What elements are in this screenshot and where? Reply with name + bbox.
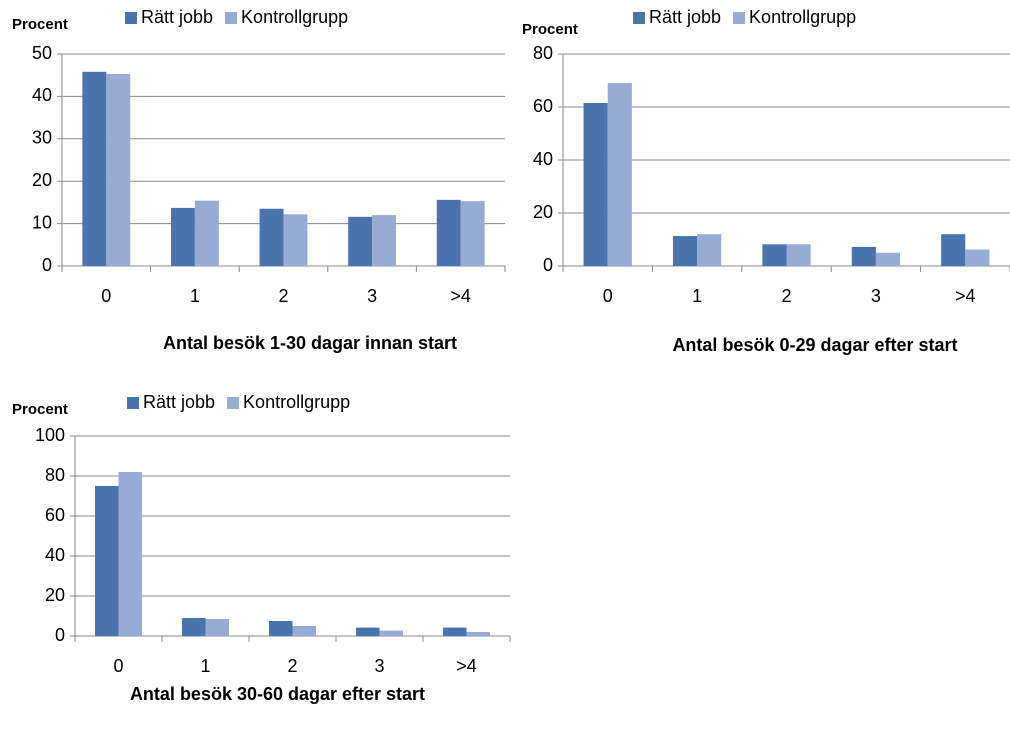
y-tick-label: 60 bbox=[45, 505, 65, 525]
x-tick-label: 0 bbox=[101, 286, 111, 306]
y-axis-label: Procent bbox=[522, 21, 578, 38]
y-axis-label: Procent bbox=[12, 401, 68, 418]
bar bbox=[460, 201, 485, 266]
y-tick-label: 0 bbox=[543, 255, 553, 275]
bar bbox=[672, 236, 698, 266]
legend-swatch bbox=[227, 397, 240, 409]
x-tick-label: 1 bbox=[190, 286, 200, 306]
bar bbox=[965, 249, 990, 266]
y-tick-label: 20 bbox=[32, 170, 52, 190]
y-tick-label: 40 bbox=[45, 545, 65, 565]
y-tick-label: 30 bbox=[32, 128, 52, 148]
y-tick-label: 50 bbox=[32, 43, 52, 63]
x-tick-label: 2 bbox=[781, 286, 791, 306]
y-tick-label: 20 bbox=[45, 585, 65, 605]
y-tick-label: 80 bbox=[45, 465, 65, 485]
legend-label: Kontrollgrupp bbox=[749, 7, 856, 27]
x-tick-label: 3 bbox=[374, 656, 384, 676]
y-tick-label: 10 bbox=[32, 212, 52, 232]
bar bbox=[348, 216, 373, 266]
y-tick-label: 80 bbox=[533, 43, 553, 63]
bar bbox=[941, 234, 966, 266]
y-tick-label: 60 bbox=[533, 96, 553, 116]
x-tick-label: 2 bbox=[287, 656, 297, 676]
bar bbox=[82, 71, 107, 266]
x-tick-label: 1 bbox=[692, 286, 702, 306]
bar bbox=[607, 83, 632, 267]
bar bbox=[466, 632, 490, 636]
legend-swatch bbox=[127, 397, 139, 409]
legend-label: Rätt jobb bbox=[143, 392, 215, 412]
bar bbox=[283, 214, 308, 266]
bar bbox=[875, 252, 901, 266]
x-tick-label: 1 bbox=[200, 656, 210, 676]
bar bbox=[118, 472, 142, 636]
legend-swatch bbox=[733, 12, 746, 24]
x-tick-label: 0 bbox=[113, 656, 123, 676]
legend-swatch bbox=[633, 12, 645, 24]
bar bbox=[443, 627, 467, 636]
x-tick-label: >4 bbox=[450, 286, 471, 306]
x-axis-label: Antal besök 1-30 dagar innan start bbox=[162, 333, 458, 353]
y-axis-label: Procent bbox=[12, 16, 68, 33]
y-tick-label: 40 bbox=[533, 149, 553, 169]
x-tick-label: 3 bbox=[367, 286, 377, 306]
bar bbox=[170, 207, 195, 266]
bar bbox=[356, 627, 380, 636]
legend-swatch bbox=[225, 12, 238, 24]
bar bbox=[106, 73, 131, 266]
bar bbox=[259, 208, 284, 266]
y-tick-label: 0 bbox=[42, 255, 52, 275]
bar bbox=[292, 626, 316, 636]
bar bbox=[762, 244, 787, 266]
x-axis-label: Antal besök 0-29 dagar efter start bbox=[672, 335, 958, 355]
x-tick-label: >4 bbox=[456, 656, 477, 676]
legend-label: Rätt jobb bbox=[649, 7, 721, 27]
x-tick-label: >4 bbox=[955, 286, 976, 306]
bar bbox=[436, 199, 461, 266]
legend-swatch bbox=[125, 12, 137, 24]
legend-label: Rätt jobb bbox=[141, 7, 213, 27]
legend-label: Kontrollgrupp bbox=[243, 392, 350, 412]
bar bbox=[269, 621, 293, 636]
x-axis-label: Antal besök 30-60 dagar efter start bbox=[129, 684, 426, 704]
y-tick-label: 0 bbox=[55, 625, 65, 645]
y-tick-label: 100 bbox=[35, 425, 65, 445]
bar bbox=[379, 630, 403, 636]
y-tick-label: 40 bbox=[32, 85, 52, 105]
bar bbox=[205, 619, 229, 636]
bar bbox=[95, 486, 119, 636]
x-tick-label: 3 bbox=[871, 286, 881, 306]
bar bbox=[851, 246, 876, 266]
bar bbox=[786, 244, 811, 266]
legend-label: Kontrollgrupp bbox=[241, 7, 348, 27]
bar bbox=[697, 234, 722, 266]
bar bbox=[583, 103, 608, 267]
bar bbox=[372, 215, 397, 266]
bar bbox=[194, 200, 219, 266]
x-tick-label: 2 bbox=[278, 286, 288, 306]
bar bbox=[182, 618, 206, 636]
x-tick-label: 0 bbox=[603, 286, 613, 306]
y-tick-label: 20 bbox=[533, 202, 553, 222]
